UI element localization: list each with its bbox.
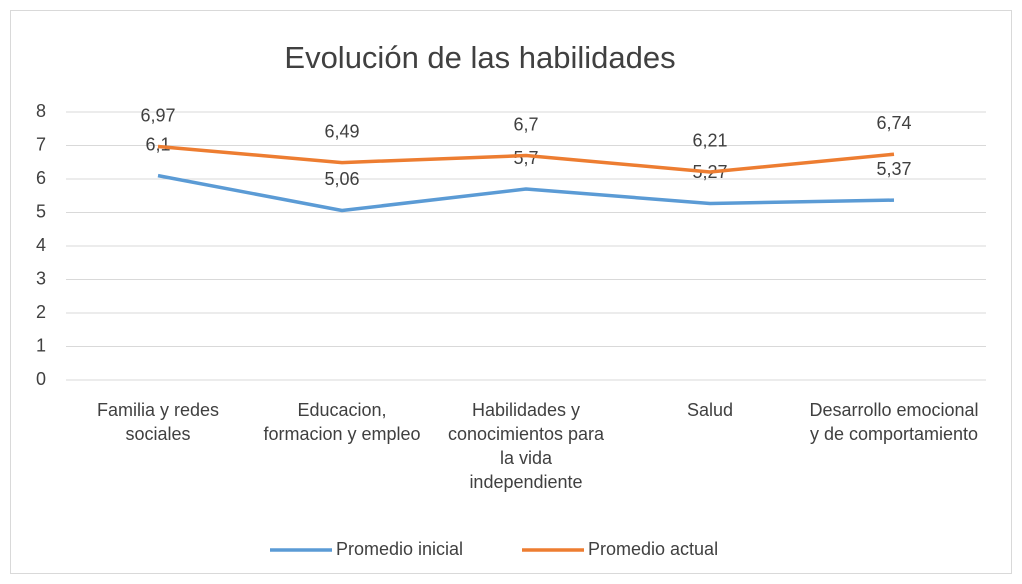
y-tick-label: 4 <box>36 235 46 255</box>
data-label: 6,1 <box>145 134 170 154</box>
legend-label: Promedio inicial <box>336 539 463 559</box>
data-label: 5,06 <box>324 169 359 189</box>
y-tick-label: 7 <box>36 134 46 154</box>
x-tick-label: Familia y redes sociales <box>96 400 220 444</box>
chart-frame <box>10 10 1012 574</box>
data-label: 6,7 <box>513 114 538 134</box>
x-tick-label: Habilidades y conocimientos para la vida… <box>447 400 605 492</box>
y-tick-label: 6 <box>36 168 46 188</box>
x-tick-label: Desarrollo emocional y de comportamiento <box>809 400 979 444</box>
data-label: 5,7 <box>513 148 538 168</box>
y-tick-label: 8 <box>36 101 46 121</box>
legend-label: Promedio actual <box>588 539 718 559</box>
data-label: 6,74 <box>876 113 911 133</box>
data-label: 6,97 <box>140 105 175 125</box>
x-tick-label: Salud <box>686 400 734 420</box>
chart-title: Evolución de las habilidades <box>284 40 675 75</box>
y-tick-label: 3 <box>36 268 46 288</box>
data-label: 6,49 <box>324 121 359 141</box>
data-label: 6,21 <box>692 131 727 151</box>
y-tick-label: 0 <box>36 369 46 389</box>
x-tick-label: Educacion, formacion y empleo <box>263 400 421 444</box>
line-series <box>157 173 895 213</box>
y-tick-label: 1 <box>36 335 46 355</box>
y-tick-label: 5 <box>36 201 46 221</box>
y-tick-label: 2 <box>36 302 46 322</box>
line-series <box>157 144 895 174</box>
data-label: 5,37 <box>876 159 911 179</box>
